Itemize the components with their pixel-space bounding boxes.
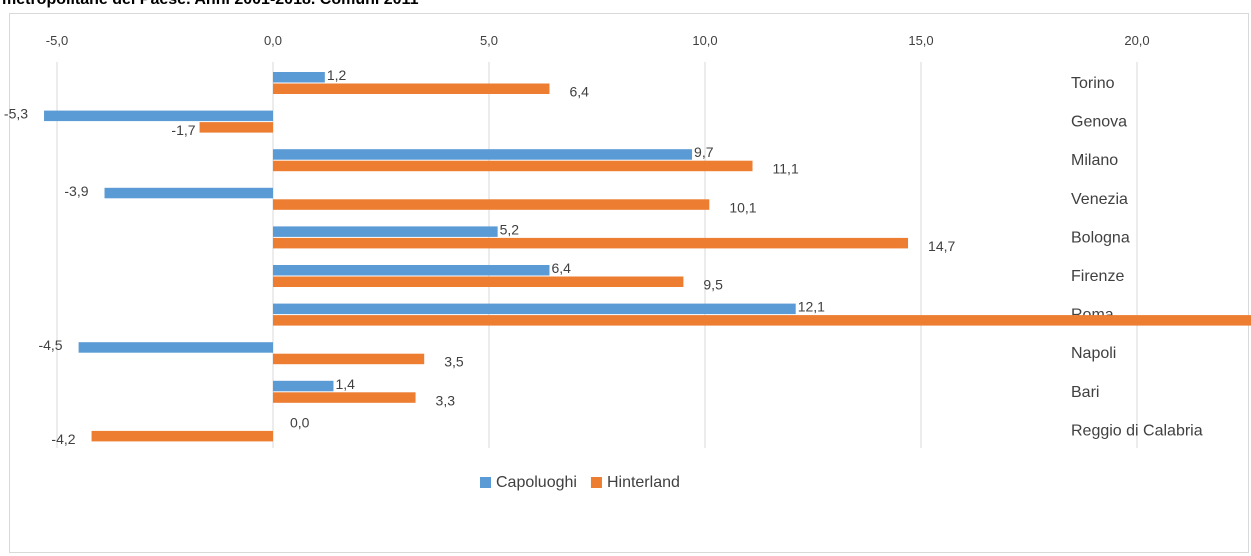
data-label-hinterland: 11,1 — [773, 161, 799, 177]
data-label-hinterland: 14,7 — [928, 238, 955, 254]
data-label-capoluoghi: 0,0 — [290, 414, 310, 430]
x-tick-label: 0,0 — [264, 33, 282, 48]
bar-hinterland — [273, 392, 416, 403]
data-label-hinterland: 6,4 — [569, 84, 589, 100]
x-tick-label: 15,0 — [908, 33, 933, 48]
category-label: Venezia — [1071, 191, 1128, 208]
bar-hinterland — [273, 237, 909, 249]
category-label: Reggio di Calabria — [1071, 422, 1203, 439]
data-label-capoluoghi: -4,5 — [38, 337, 62, 353]
x-tick-label: 10,0 — [692, 33, 717, 48]
bar-capoluoghi — [273, 72, 325, 83]
data-label-hinterland: 3,5 — [444, 354, 464, 370]
bar-hinterland — [273, 160, 753, 172]
bar-hinterland — [273, 83, 550, 94]
legend-swatch — [480, 477, 491, 488]
chart-title: metropolitane del Paese. Anni 2001-2018.… — [2, 0, 418, 9]
bar-capoluoghi — [104, 187, 274, 199]
data-label-capoluoghi: 6,4 — [551, 260, 571, 276]
chart-frame — [9, 13, 1249, 553]
data-label-capoluoghi: 5,2 — [500, 221, 520, 237]
bar-hinterland — [273, 199, 710, 210]
data-label-capoluoghi: 12,1 — [798, 299, 825, 315]
bar-hinterland — [273, 353, 425, 365]
category-label: Firenze — [1071, 268, 1124, 285]
data-label-capoluoghi: 1,4 — [335, 376, 355, 392]
x-tick-label: 20,0 — [1124, 33, 1149, 48]
data-label-capoluoghi: 1,2 — [327, 67, 347, 83]
legend-swatch — [590, 477, 602, 488]
category-label: Napoli — [1071, 345, 1116, 362]
legend-entry: Hinterland — [607, 474, 680, 491]
category-label: Bari — [1071, 384, 1099, 401]
bar-hinterland — [91, 430, 273, 442]
data-label-hinterland: 9,5 — [703, 277, 723, 293]
data-label-capoluoghi: 9,7 — [694, 144, 714, 160]
bar-hinterland — [273, 315, 1251, 326]
category-label: Torino — [1071, 75, 1115, 92]
data-label-capoluoghi: -5,3 — [4, 106, 28, 122]
bar-hinterland — [199, 122, 273, 133]
bar-capoluoghi — [273, 380, 334, 392]
legend-entry: Capoluoghi — [496, 474, 577, 491]
x-tick-label: 5,0 — [480, 33, 498, 48]
x-tick-label: -5,0 — [46, 33, 68, 48]
bar-capoluoghi — [44, 110, 273, 122]
bar-capoluoghi — [273, 226, 498, 237]
bar-hinterland — [273, 276, 684, 287]
category-label: Genova — [1071, 114, 1127, 131]
category-label: Bologna — [1071, 229, 1130, 246]
bar-capoluoghi — [78, 342, 273, 353]
data-label-hinterland: -1,7 — [171, 122, 195, 138]
bar-capoluoghi — [273, 303, 796, 315]
data-label-hinterland: -4,2 — [51, 431, 75, 447]
data-label-hinterland: 10,1 — [729, 199, 756, 215]
bar-capoluoghi — [273, 265, 550, 276]
bar-capoluoghi — [273, 149, 693, 160]
data-label-hinterland: 3,3 — [436, 392, 456, 408]
category-label: Milano — [1071, 152, 1118, 169]
data-label-capoluoghi: -3,9 — [64, 183, 88, 199]
